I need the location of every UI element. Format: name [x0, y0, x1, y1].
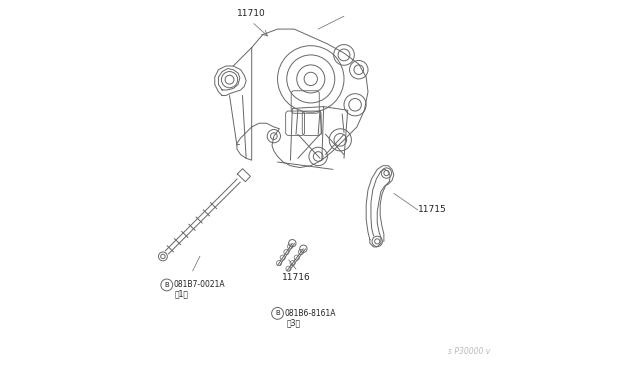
Text: B: B — [275, 310, 280, 316]
Text: 11716: 11716 — [282, 273, 310, 282]
Text: 081B6-8161A: 081B6-8161A — [285, 309, 336, 318]
Text: s P30000 v: s P30000 v — [447, 347, 490, 356]
Text: （3）: （3） — [287, 319, 301, 328]
Text: 081B7-0021A: 081B7-0021A — [174, 280, 225, 289]
Text: 11710: 11710 — [237, 9, 266, 18]
Text: （1）: （1） — [175, 290, 189, 299]
Text: 11715: 11715 — [418, 205, 447, 215]
Text: B: B — [164, 282, 169, 288]
